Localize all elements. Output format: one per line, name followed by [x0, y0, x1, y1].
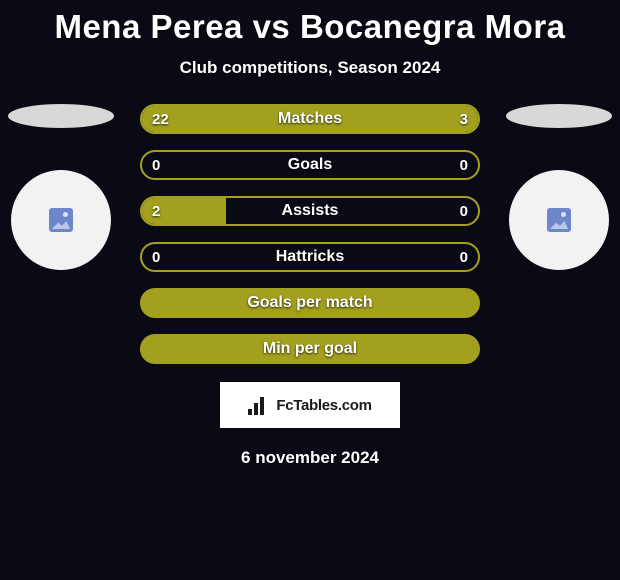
page-title: Mena Perea vs Bocanegra Mora [0, 0, 620, 46]
stat-value-left: 22 [152, 111, 169, 128]
stat-fill-left [142, 106, 411, 132]
player-left-name-oval [8, 104, 114, 128]
player-left-column [8, 104, 114, 270]
stat-bar: 2 0 Assists [140, 196, 480, 226]
player-right-column [506, 104, 612, 270]
brand-badge: FcTables.com [220, 382, 400, 428]
stat-value-right: 0 [460, 203, 468, 220]
date-label: 6 november 2024 [0, 448, 620, 468]
stat-label: Assists [282, 202, 339, 220]
stat-bar: 0 0 Goals [140, 150, 480, 180]
stats-bars: 22 3 Matches 0 0 Goals 2 0 Assists 0 0 Hattricks Goa… [140, 104, 480, 364]
stat-bar: Goals per match [140, 288, 480, 318]
stat-value-right: 0 [460, 249, 468, 266]
stat-bar: Min per goal [140, 334, 480, 364]
stat-label: Min per goal [263, 340, 357, 358]
stat-label: Matches [278, 110, 342, 128]
brand-text: FcTables.com [276, 397, 371, 414]
stat-bar: 22 3 Matches [140, 104, 480, 134]
placeholder-image-icon [547, 208, 571, 232]
stat-value-left: 0 [152, 157, 160, 174]
stat-value-right: 0 [460, 157, 468, 174]
stat-value-left: 2 [152, 203, 160, 220]
placeholder-image-icon [49, 208, 73, 232]
brand-logo-icon [248, 395, 270, 415]
player-right-name-oval [506, 104, 612, 128]
player-left-avatar [11, 170, 111, 270]
stat-label: Goals [288, 156, 332, 174]
stat-label: Goals per match [247, 294, 372, 312]
stat-value-left: 0 [152, 249, 160, 266]
stat-label: Hattricks [276, 248, 344, 266]
stat-bar: 0 0 Hattricks [140, 242, 480, 272]
comparison-area: 22 3 Matches 0 0 Goals 2 0 Assists 0 0 Hattricks Goa… [0, 104, 620, 468]
subtitle: Club competitions, Season 2024 [0, 58, 620, 78]
stat-value-right: 3 [460, 111, 468, 128]
player-right-avatar [509, 170, 609, 270]
